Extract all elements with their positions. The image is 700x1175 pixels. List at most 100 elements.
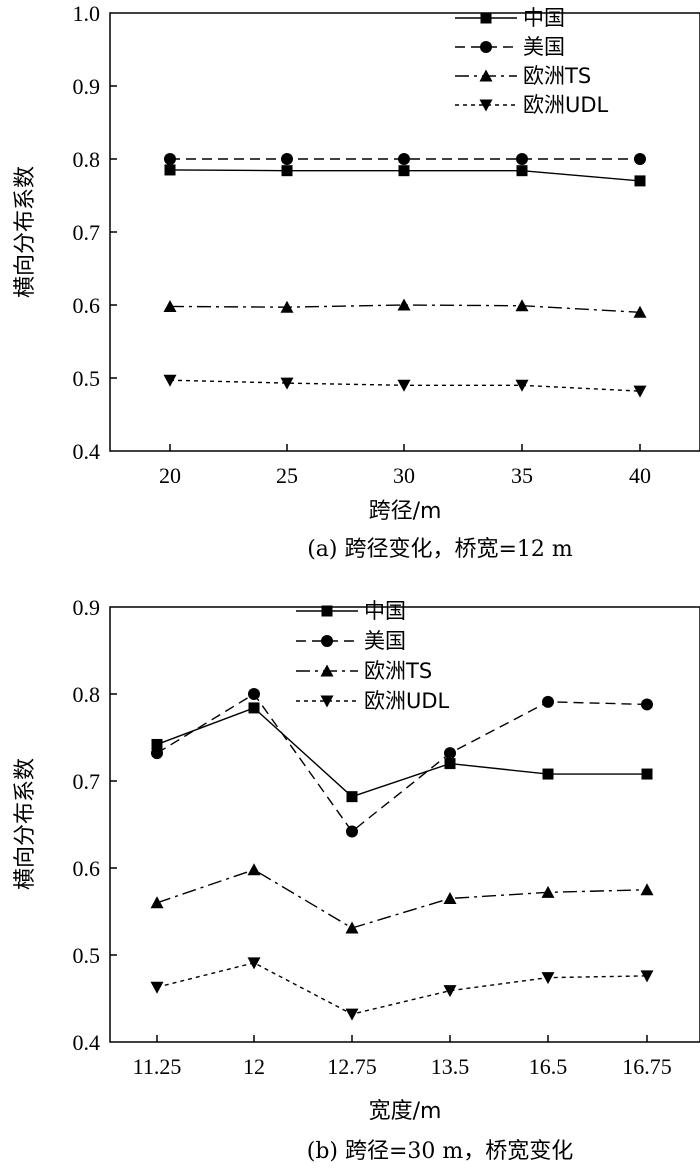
x-tick-label: 35 xyxy=(511,463,533,488)
chart-a: 0.4 0.5 0.6 0.7 0.8 0.9 1.0 20 25 30 35 40 中国美国欧洲T… xyxy=(13,1,700,562)
data-point xyxy=(541,885,555,898)
legend-label: 欧洲UDL xyxy=(523,93,609,117)
y-tick-label: 0.9 xyxy=(73,74,101,99)
data-point xyxy=(443,985,457,998)
x-tick-label: 40 xyxy=(629,463,651,488)
chart-a-x-axis: 20 25 30 35 40 xyxy=(159,444,651,488)
chart-a-y-axis-title: 横向分布系数 xyxy=(13,166,38,298)
legend-marker xyxy=(480,41,492,53)
y-tick-label: 0.8 xyxy=(73,147,101,172)
series-4 xyxy=(163,374,647,398)
data-point xyxy=(444,747,456,760)
data-point xyxy=(164,153,176,165)
data-point xyxy=(640,970,654,983)
data-point xyxy=(516,153,528,165)
chart-a-y-axis: 0.4 0.5 0.6 0.7 0.8 0.9 1.0 xyxy=(73,1,117,464)
chart-b-y-axis-title: 横向分布系数 xyxy=(13,758,38,890)
x-tick-label: 30 xyxy=(393,463,415,488)
series-2 xyxy=(164,153,646,165)
data-point xyxy=(398,153,410,165)
series-line xyxy=(156,868,648,929)
data-point xyxy=(151,738,163,750)
data-point xyxy=(541,972,555,985)
data-point xyxy=(150,981,164,994)
data-point xyxy=(640,883,654,896)
x-tick-label: 25 xyxy=(276,463,298,488)
chart-a-x-axis-title: 跨径/m xyxy=(369,499,442,524)
legend-marker xyxy=(321,605,333,617)
y-tick-label: 0.6 xyxy=(73,856,101,881)
legend-marker xyxy=(321,635,333,647)
data-point xyxy=(280,300,294,313)
y-tick-label: 0.7 xyxy=(73,769,101,794)
y-tick-label: 0.5 xyxy=(73,943,101,968)
legend-marker xyxy=(320,664,334,677)
legend-label: 中国 xyxy=(364,599,406,623)
data-point xyxy=(248,688,260,700)
chart-b-x-axis: 11.25 12 12.75 13.5 16.5 16.75 xyxy=(133,1035,672,1079)
legend-label: 美国 xyxy=(364,629,406,653)
series-line xyxy=(156,707,647,798)
x-tick-label: 20 xyxy=(159,463,181,488)
data-point xyxy=(542,768,554,780)
data-point xyxy=(150,896,164,909)
legend-label: 欧洲TS xyxy=(523,64,591,88)
x-tick-label: 13.5 xyxy=(431,1054,470,1079)
data-point xyxy=(634,175,646,187)
data-point xyxy=(633,305,647,318)
data-point xyxy=(634,153,646,165)
data-point xyxy=(515,299,529,312)
y-tick-label: 1.0 xyxy=(73,1,101,26)
data-point xyxy=(247,957,261,970)
data-point xyxy=(345,921,359,934)
data-point xyxy=(444,758,456,770)
data-point xyxy=(515,379,529,392)
data-point xyxy=(641,698,653,711)
data-point xyxy=(163,374,177,387)
legend-marker xyxy=(480,12,492,24)
chart-b-plot-frame xyxy=(109,606,700,1043)
data-point xyxy=(633,385,647,398)
x-tick-label: 12.75 xyxy=(327,1054,377,1079)
data-point xyxy=(345,1008,359,1021)
legend-marker xyxy=(479,99,493,112)
y-tick-label: 0.4 xyxy=(73,439,101,464)
y-tick-label: 0.7 xyxy=(73,220,101,245)
data-point xyxy=(516,165,528,177)
series-line xyxy=(169,304,641,313)
data-point xyxy=(151,747,163,760)
series-1 xyxy=(164,164,646,187)
series-3 xyxy=(163,298,647,318)
data-point xyxy=(280,377,294,390)
data-point xyxy=(398,165,410,177)
data-point xyxy=(443,891,457,904)
y-tick-label: 0.8 xyxy=(73,682,101,707)
legend-label: 欧洲TS xyxy=(364,659,432,683)
data-point xyxy=(164,164,176,176)
legend-marker xyxy=(479,69,493,82)
y-tick-label: 0.4 xyxy=(73,1030,101,1055)
series-3 xyxy=(150,863,654,934)
data-point xyxy=(281,153,293,165)
series-2 xyxy=(151,688,653,838)
data-point xyxy=(346,825,358,838)
legend-label: 中国 xyxy=(523,6,565,30)
x-tick-label: 16.75 xyxy=(622,1054,672,1079)
series-1 xyxy=(151,702,653,803)
chart-a-caption: (a) 跨径变化，桥宽=12 m xyxy=(307,537,573,562)
data-point xyxy=(346,791,358,803)
data-point xyxy=(281,165,293,177)
data-point xyxy=(248,702,260,714)
chart-b-caption: (b) 跨径=30 m，桥宽变化 xyxy=(307,1139,574,1164)
legend-marker xyxy=(320,695,334,708)
chart-b: 0.40.50.60.70.80.9 11.25 12 12.75 13.5 16.5 1… xyxy=(13,595,700,1164)
chart-a-series-group xyxy=(163,153,647,398)
legend-label: 欧洲UDL xyxy=(364,689,450,713)
series-line xyxy=(156,693,648,833)
data-point xyxy=(542,695,554,708)
data-point xyxy=(397,298,411,311)
data-point xyxy=(247,863,261,876)
chart-b-x-axis-title: 宽度/m xyxy=(369,1099,442,1124)
